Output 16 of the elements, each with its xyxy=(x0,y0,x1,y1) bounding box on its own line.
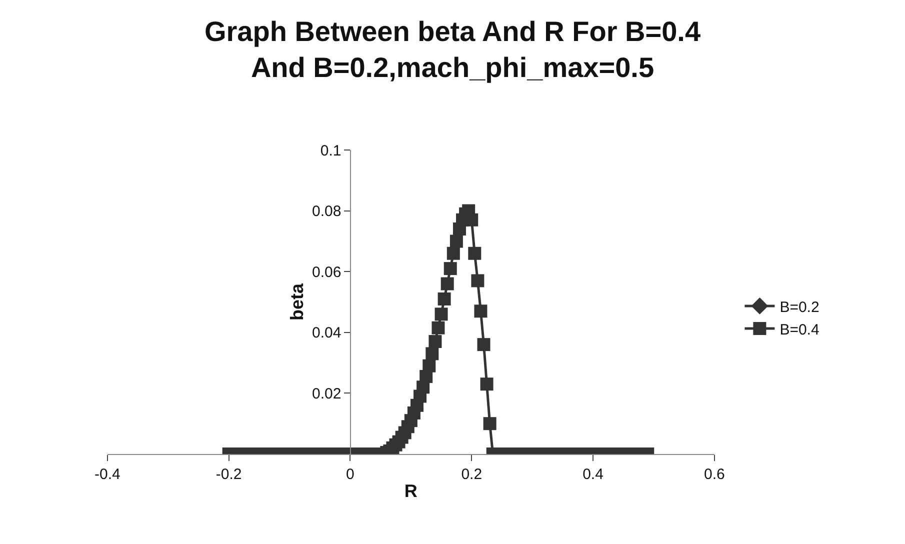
chart-title: Graph Between beta And R For B=0.4 And B=0.2,mach_phi_max=0.5 xyxy=(204,16,701,84)
x-tick-label: -0.4 xyxy=(94,466,120,483)
x-tick-label: -0.2 xyxy=(216,466,242,483)
x-axis-title: R xyxy=(404,481,418,502)
legend-label: B=0.4 xyxy=(780,321,820,338)
y-axis-title: beta xyxy=(287,282,308,321)
x-tick-label: 0.2 xyxy=(461,466,482,483)
legend-label: B=0.2 xyxy=(780,298,820,316)
y-tick-label: 0.06 xyxy=(312,264,342,281)
y-tick-label: 0.08 xyxy=(312,203,342,220)
x-tick-label: 0.4 xyxy=(582,466,604,483)
y-tick-label: 0.02 xyxy=(312,385,342,402)
x-tick-label: 0.6 xyxy=(704,466,725,483)
y-tick-label: 0.04 xyxy=(312,324,342,342)
y-tick-label: 0.1 xyxy=(320,142,342,160)
x-tick-label: 0 xyxy=(346,466,354,483)
